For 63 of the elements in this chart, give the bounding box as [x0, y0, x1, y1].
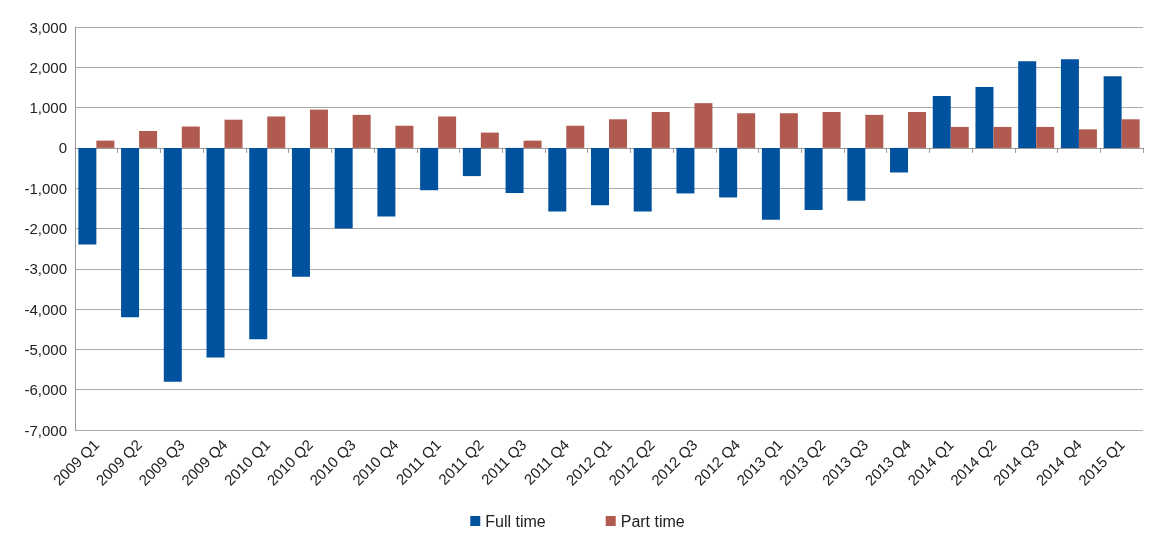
- bar: [865, 114, 884, 148]
- bar: [548, 147, 567, 212]
- bar: [334, 147, 353, 229]
- bar: [78, 147, 97, 245]
- bar: [908, 112, 927, 148]
- bar: [523, 140, 542, 148]
- bar: [651, 112, 670, 148]
- bar: [676, 147, 695, 194]
- y-tick-label: -3,000: [24, 260, 67, 278]
- bar: [139, 130, 158, 148]
- bar: [480, 132, 499, 148]
- bar: [975, 87, 994, 148]
- bar: [609, 119, 627, 148]
- bar: [1078, 129, 1097, 148]
- y-tick-label: -1,000: [24, 179, 67, 197]
- bar: [694, 103, 713, 148]
- bar: [761, 147, 780, 220]
- bar: [822, 112, 841, 148]
- bar: [395, 125, 414, 148]
- bar: [420, 147, 439, 191]
- bar: [352, 114, 371, 148]
- bar: [121, 147, 140, 318]
- bar: [96, 140, 115, 148]
- bar: [505, 147, 524, 194]
- bar: [163, 147, 182, 382]
- bar: [249, 147, 268, 340]
- bar: [950, 126, 969, 148]
- bar: [224, 119, 243, 148]
- y-tick-label: -2,000: [24, 220, 67, 237]
- bar: [591, 147, 609, 206]
- bar: [566, 125, 585, 148]
- bar: [932, 95, 951, 148]
- bar: [804, 147, 823, 210]
- bar: [890, 147, 909, 173]
- bar: [779, 113, 798, 148]
- legend-label: Full time: [485, 512, 546, 530]
- bar: [438, 116, 457, 148]
- bar: [737, 113, 756, 148]
- bar: [1018, 61, 1037, 148]
- bar: [633, 147, 652, 212]
- bar: [1060, 59, 1079, 148]
- bar: [1103, 76, 1122, 148]
- bar: [181, 126, 200, 148]
- bar: [847, 147, 866, 201]
- y-tick-label: -5,000: [24, 340, 67, 358]
- bar: [267, 116, 286, 148]
- bar: [1036, 126, 1055, 148]
- bar: [309, 109, 328, 148]
- bar: [206, 147, 225, 358]
- y-tick-label: -4,000: [24, 300, 67, 318]
- y-tick-label: 1,000: [29, 99, 67, 117]
- bar: [1121, 119, 1140, 148]
- y-tick-label: 3,000: [29, 18, 67, 36]
- y-tick-label: 0: [58, 139, 67, 157]
- y-tick-label: -6,000: [24, 381, 67, 399]
- bar: [377, 147, 396, 217]
- bar: [462, 147, 481, 177]
- bar: [719, 147, 738, 198]
- y-tick-label: 2,000: [29, 58, 67, 76]
- y-tick-label: -7,000: [24, 421, 67, 439]
- bar: [993, 126, 1012, 148]
- bar: [291, 147, 310, 277]
- legend-label: Part time: [620, 512, 685, 530]
